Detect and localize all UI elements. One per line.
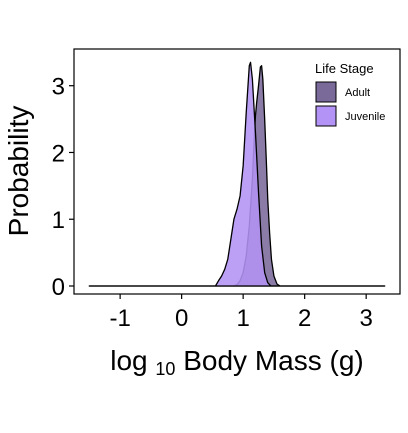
density-area-juvenile [88, 61, 386, 287]
legend-label-juvenile: Juvenile [345, 111, 385, 123]
y-tick-label: 1 [52, 207, 65, 234]
x-tick-label: 3 [359, 305, 372, 332]
x-axis-title-base: log [110, 345, 147, 376]
y-tick-label: 3 [52, 74, 65, 101]
legend-title: Life Stage [315, 61, 374, 76]
y-axis-title: Probability [3, 106, 34, 237]
x-tick-label: 1 [236, 305, 249, 332]
plot-panel-border [73, 48, 401, 295]
legend: Life Stage Adult Juvenile [315, 61, 385, 127]
axes-group: -1 0 1 2 3 0 1 2 3 [52, 74, 373, 332]
x-axis-title-subscript: 10 [155, 359, 175, 379]
legend-key-adult [315, 81, 337, 103]
legend-key-juvenile [315, 105, 337, 127]
x-axis-title: log 10 Body Mass (g) [110, 345, 363, 381]
y-tick-label: 2 [52, 140, 65, 167]
density-series-group [88, 61, 386, 287]
x-tick-label: -1 [109, 305, 130, 332]
legend-label-adult: Adult [345, 87, 370, 99]
x-tick-label: 0 [175, 305, 188, 332]
x-tick-label: 2 [298, 305, 311, 332]
y-tick-label: 0 [52, 274, 65, 301]
x-axis-title-rest: Body Mass (g) [183, 345, 364, 376]
